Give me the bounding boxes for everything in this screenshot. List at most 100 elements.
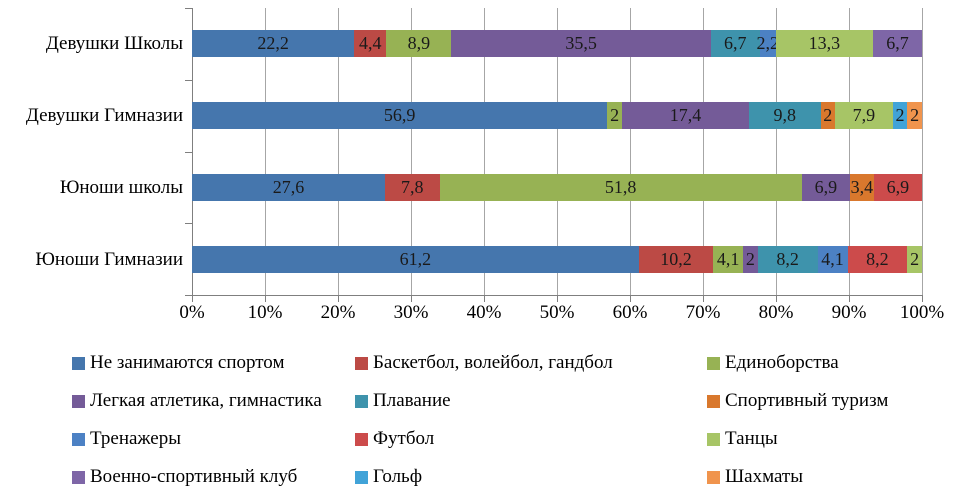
legend-item-label: Баскетбол, волейбол, гандбол [373, 352, 613, 373]
bar-segment-label: 2 [910, 105, 920, 126]
bar-segment-label: 2,2 [756, 33, 780, 54]
x-axis-tick [922, 295, 923, 302]
legend-item: Тренажеры [72, 428, 355, 450]
bar-segment: 6,9 [873, 173, 922, 201]
bar-segment-label: 22,2 [257, 33, 289, 54]
x-axis-tick-label: 50% [539, 302, 575, 323]
category-label: Девушки Гимназии [25, 105, 183, 127]
plot-area: 22,2 4,4 8,9 35,5 6,7 2,2 13,3 6,7 56,9 2 17,4 9,8 2… [192, 8, 923, 295]
gridline [411, 8, 412, 295]
legend-item: Баскетбол, волейбол, гандбол [355, 352, 707, 374]
bar-segment: 13,3 [775, 30, 873, 58]
x-axis-tick [411, 295, 412, 302]
x-axis-tick [338, 295, 339, 302]
gridline [703, 8, 704, 295]
bar-segment: 8,2 [757, 245, 818, 273]
legend-item-label: Единоборства [725, 352, 839, 373]
bar-segment-label: 8,2 [776, 248, 799, 269]
gridline [557, 8, 558, 295]
bar-segment-label: 4,1 [821, 248, 844, 269]
y-axis-tick [185, 80, 193, 81]
x-axis-tick-label: 40% [466, 302, 502, 323]
bar-segment: 2 [907, 245, 922, 273]
legend-swatch-icon [707, 470, 720, 484]
bar-segment-label: 51,8 [604, 176, 637, 197]
bar-segment-label: 56,9 [383, 105, 416, 126]
legend-item: Легкая атлетика, гимнастика [72, 390, 355, 412]
gridline [338, 8, 339, 295]
legend-swatch-icon [707, 432, 720, 446]
legend-swatch-icon [355, 432, 368, 446]
x-axis-tick [265, 295, 266, 302]
x-axis-tick [703, 295, 704, 302]
bar-segment: 2 [607, 102, 622, 130]
chart-legend: Не занимаются спортом Баскетбол, волейбол… [72, 344, 948, 496]
legend-item-label: Танцы [725, 428, 778, 449]
gridline [630, 8, 631, 295]
bar-segment-label: 2 [910, 248, 920, 269]
legend-item-label: Тренажеры [90, 428, 181, 449]
legend-item: Военно-спортивный клуб [72, 466, 355, 488]
x-axis-tick-label: 90% [831, 302, 867, 323]
bar-segment-label: 8,2 [866, 248, 889, 269]
bar-segment: 6,9 [801, 173, 850, 201]
bar-segment: 22,2 [192, 30, 355, 58]
bar-segment-label: 27,6 [272, 176, 305, 197]
bar-segment-label: 2 [895, 105, 905, 126]
legend-item: Гольф [355, 466, 707, 488]
bar-segment-label: 35,5 [565, 33, 597, 54]
legend-item: Плавание [355, 390, 707, 412]
bar-segment: 56,9 [192, 102, 608, 130]
legend-swatch-icon [707, 394, 720, 408]
bar-segment: 2 [743, 245, 758, 273]
bar-segment: 3,4 [849, 173, 874, 201]
legend-swatch-icon [355, 394, 368, 408]
legend-item-label: Не занимаются спортом [90, 352, 285, 373]
category-label: Юноши Гимназии [35, 248, 183, 270]
legend-swatch-icon [355, 470, 368, 484]
legend-item: Единоборства [707, 352, 948, 374]
legend-item-label: Шахматы [725, 466, 804, 487]
y-axis-tick [185, 223, 193, 224]
bar-Юноши Гимназии: 61,2 10,2 4,1 2 8,2 4,1 8,2 2 [192, 245, 922, 273]
legend-item-label: Футбол [373, 428, 435, 449]
bar-segment: 8,9 [386, 30, 452, 58]
bar-Девушки Школы: 22,2 4,4 8,9 35,5 6,7 2,2 13,3 6,7 [192, 30, 922, 58]
legend-item-label: Легкая атлетика, гимнастика [90, 390, 322, 411]
x-axis-tick-label: 60% [612, 302, 648, 323]
legend-swatch-icon [72, 470, 85, 484]
bar-segment: 6,7 [872, 30, 922, 58]
bar-segment: 4,1 [817, 245, 848, 273]
bar-segment: 4,1 [713, 245, 744, 273]
bar-segment-label: 2 [823, 105, 833, 126]
bar-segment: 35,5 [451, 30, 711, 58]
bar-segment-label: 6,7 [724, 33, 747, 54]
bar-Юноши школы: 27,6 7,8 51,8 6,9 3,4 6,9 [192, 173, 922, 201]
legend-item: Танцы [707, 428, 948, 450]
gridline [776, 8, 777, 295]
gridline [849, 8, 850, 295]
bar-segment-label: 3,4 [850, 176, 874, 197]
x-axis-tick [557, 295, 558, 302]
bar-segment: 2 [892, 102, 908, 130]
bar-segment: 2 [907, 102, 922, 130]
bar-segment: 7,9 [835, 102, 893, 130]
bar-segment: 2 [820, 102, 836, 130]
bar-segment: 8,2 [847, 245, 908, 273]
legend-item: Не занимаются спортом [72, 352, 355, 374]
bar-segment-label: 7,8 [401, 176, 424, 197]
bar-segment-label: 2 [610, 105, 620, 126]
y-axis-tick [185, 8, 193, 9]
y-axis-tick [185, 295, 193, 296]
x-axis-tick [776, 295, 777, 302]
bar-segment-label: 61,2 [399, 248, 432, 269]
legend-item: Спортивный туризм [707, 390, 948, 412]
x-axis-tick [849, 295, 850, 302]
category-label: Юноши школы [59, 176, 183, 198]
legend-item-label: Спортивный туризм [725, 390, 889, 411]
bar-segment-label: 4,1 [716, 248, 740, 269]
legend-item: Футбол [355, 428, 707, 450]
legend-item-label: Военно-спортивный клуб [90, 466, 298, 487]
bar-segment: 4,4 [354, 30, 387, 58]
